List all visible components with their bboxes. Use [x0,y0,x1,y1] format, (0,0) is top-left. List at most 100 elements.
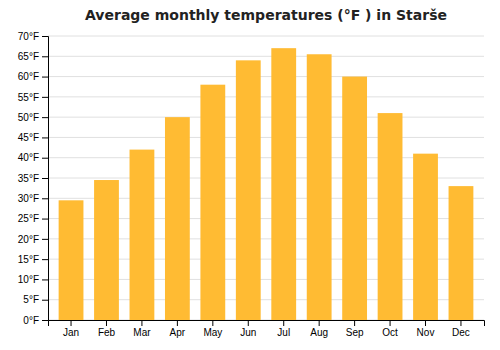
y-tick: 0°F [23,315,48,326]
y-tick-label: 15°F [18,254,39,265]
x-tick: Feb [98,320,116,338]
x-tick: Mar [133,320,151,338]
bar [413,154,438,320]
x-tick-mark [460,320,461,326]
y-tick: 50°F [18,112,48,123]
x-tick-label: Feb [98,327,116,338]
y-tick-mark [42,279,48,280]
y-tick-label: 65°F [18,51,39,62]
y-tick: 45°F [18,132,48,143]
x-tick-label: Jul [277,327,290,338]
y-tick-mark [42,239,48,240]
y-tick: 15°F [18,254,48,265]
x-tick-mark [425,320,426,326]
grid [48,36,484,320]
x-tick-label: Sep [346,327,364,338]
x-tick-label: Aug [310,327,328,338]
x-tick-label: Dec [452,327,470,338]
x-tick: Aug [310,320,328,338]
x-tick-mark [106,320,107,326]
x-tick: Sep [346,320,364,338]
bar [59,200,84,320]
bar [449,186,474,320]
y-tick: 60°F [18,71,48,82]
bars [59,48,474,320]
y-tick: 30°F [18,193,48,204]
x-tick-mark [283,320,284,326]
chart: 0°F 5°F 10°F 15°F 20°F 25°F 30°F 35°F 40°F 45°F 50… [0,0,500,350]
grid-line [48,137,484,138]
x-tick-mark [177,320,178,326]
y-tick-label: 35°F [18,173,39,184]
x-tick-mark [319,320,320,326]
x-tick: Jul [277,320,290,338]
bar [200,85,225,320]
x-tick-label: May [203,327,222,338]
y-tick-mark [42,300,48,301]
y-tick: 35°F [18,173,48,184]
x-axis: Jan Feb Mar Apr May Jun Jul Aug Sep Oct Nov Dec [49,320,485,338]
y-tick: 20°F [18,234,48,245]
y-tick: 70°F [18,31,48,42]
y-tick: 40°F [18,152,48,163]
grid-line [48,96,484,97]
x-tick: Nov [417,320,435,338]
y-tick-label: 10°F [18,274,39,285]
bar [236,60,261,320]
y-tick-label: 55°F [18,92,39,103]
bar [378,113,403,320]
x-tick: May [203,320,222,338]
y-tick: 65°F [18,51,48,62]
y-tick-mark [42,36,48,37]
x-tick: Jan [63,320,79,338]
bar [165,117,190,320]
y-tick-mark [42,137,48,138]
x-tick: Jun [240,320,256,338]
y-tick-mark [42,219,48,220]
x-tick-mark [390,320,391,326]
x-tick: Oct [382,320,398,338]
grid-line [48,56,484,57]
plot: 0°F 5°F 10°F 15°F 20°F 25°F 30°F 35°F 40°F 45°F 50… [18,31,485,338]
x-tick-mark [354,320,355,326]
y-tick-mark [42,259,48,260]
x-tick-mark [248,320,249,326]
x-tick-label: Nov [417,327,435,338]
y-tick: 25°F [18,213,48,224]
y-tick-label: 0°F [23,315,39,326]
y-tick-label: 20°F [18,234,39,245]
y-tick-label: 50°F [18,112,39,123]
grid-line [48,76,484,77]
y-axis-line [42,37,49,321]
x-tick-label: Mar [133,327,151,338]
y-tick-label: 5°F [23,294,39,305]
y-tick-mark [42,158,48,159]
y-tick: 10°F [18,274,48,285]
x-tick-label: Apr [170,327,186,338]
x-axis-line [49,321,485,327]
y-tick-mark [42,97,48,98]
grid-line [48,117,484,118]
x-tick-mark [141,320,142,326]
y-tick-label: 30°F [18,193,39,204]
x-tick-mark [212,320,213,326]
bar [94,180,119,320]
x-tick: Apr [170,320,186,338]
title: Average monthly temperatures (°F ) in St… [85,7,447,23]
bar [307,54,332,320]
x-tick-label: Oct [382,327,398,338]
x-tick-label: Jun [240,327,256,338]
y-tick-mark [42,77,48,78]
y-tick-mark [42,198,48,199]
y-axis: 0°F 5°F 10°F 15°F 20°F 25°F 30°F 35°F 40°F 45°F 50… [18,31,49,326]
x-tick-mark [71,320,72,326]
y-tick-label: 45°F [18,132,39,143]
bar [130,150,155,320]
bar [271,48,296,320]
y-tick-label: 25°F [18,213,39,224]
y-tick-mark [42,117,48,118]
y-tick: 55°F [18,92,48,103]
y-tick-mark [42,178,48,179]
y-tick-label: 70°F [18,31,39,42]
x-tick: Dec [452,320,470,338]
